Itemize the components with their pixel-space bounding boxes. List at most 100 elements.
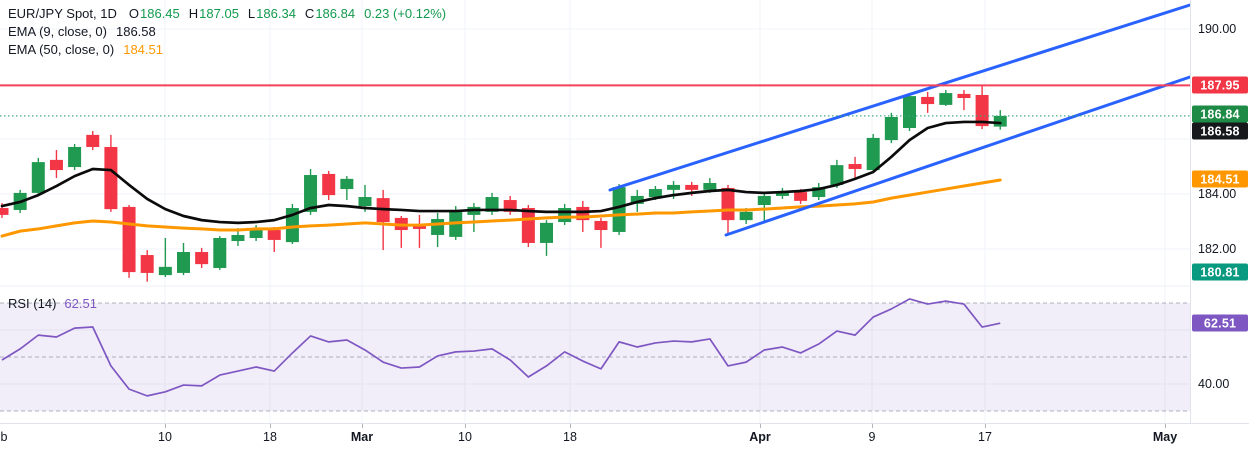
candle-body xyxy=(177,252,190,273)
candle-body xyxy=(49,159,63,171)
candle-body xyxy=(703,183,717,190)
candle-body xyxy=(903,96,916,128)
candle-body xyxy=(68,146,82,168)
time-axis-tick xyxy=(760,424,761,428)
candle-body xyxy=(340,178,354,190)
time-axis-label-9: 9 xyxy=(868,430,876,444)
time-axis-tick xyxy=(872,424,873,428)
time-axis-tick xyxy=(362,424,363,428)
candle-body xyxy=(322,173,336,196)
ema50-line xyxy=(0,178,1002,238)
price-axis-label: 190.00 xyxy=(1198,22,1237,36)
candle-body xyxy=(630,195,644,204)
ohlc-close: C186.84 xyxy=(304,6,356,21)
rsi-legend-row[interactable]: RSI (14) 62.51 xyxy=(8,296,97,311)
time-axis-label-b: b xyxy=(0,430,8,444)
symbol-title: EUR/JPY Spot, 1D xyxy=(8,6,117,21)
time-axis-tick xyxy=(985,424,986,428)
candle-body xyxy=(957,93,971,99)
candle-body xyxy=(775,192,789,196)
candle-body xyxy=(0,208,9,215)
price-axis-label: 182.00 xyxy=(1198,242,1237,256)
channel-upper-line xyxy=(608,3,1192,192)
candle-body xyxy=(685,184,699,190)
candle-body xyxy=(195,252,209,265)
legend: EUR/JPY Spot, 1D O186.45 H187.05 L186.34… xyxy=(8,5,446,59)
candle-body xyxy=(993,115,1007,127)
time-axis-tick xyxy=(270,424,271,428)
candle-body xyxy=(31,162,45,193)
time-axis-label-10: 10 xyxy=(158,430,172,444)
price-badge-186.84: 186.84 xyxy=(1192,105,1248,123)
candle-body xyxy=(921,96,935,105)
candle-body xyxy=(122,206,136,273)
rsi-label: RSI (14) xyxy=(8,296,57,311)
ohlc-open: O186.45 xyxy=(128,6,180,21)
price-badge-187.95: 187.95 xyxy=(1192,76,1248,94)
candle-body xyxy=(830,165,844,185)
candle-body xyxy=(648,189,662,198)
candle-body xyxy=(794,192,808,201)
time-axis-label-Apr: Apr xyxy=(749,430,771,444)
price-badge-180.81: 180.81 xyxy=(1192,263,1248,281)
time-axis-tick xyxy=(165,424,166,428)
candle-body xyxy=(485,197,499,212)
candle-body xyxy=(140,255,154,273)
candle-body xyxy=(812,187,826,198)
candle-body xyxy=(86,134,100,147)
candle-body xyxy=(267,230,281,240)
candle-body xyxy=(213,238,227,268)
time-axis-tick xyxy=(465,424,466,428)
ema9-value: 186.58 xyxy=(115,24,156,39)
candle-body xyxy=(231,234,245,242)
price-badge-184.51: 184.51 xyxy=(1192,170,1248,188)
candle-body xyxy=(158,266,172,276)
time-axis-label-May: May xyxy=(1152,430,1178,444)
candle-body xyxy=(558,208,572,223)
price-badge-186.58: 186.58 xyxy=(1192,122,1248,140)
rsi-value-badge: 62.51 xyxy=(1192,314,1248,332)
price-axis[interactable]: 190.00 184.00 182.00 40.00 187.95 186.84 186.5… xyxy=(1190,0,1249,423)
time-axis-tick xyxy=(570,424,571,428)
candle-body xyxy=(975,95,989,127)
ema9-row[interactable]: EMA (9, close, 0) 186.58 xyxy=(8,23,446,41)
candle-body xyxy=(757,195,771,205)
candle-body xyxy=(848,164,862,169)
time-axis-label-18: 18 xyxy=(263,430,277,444)
candle-body xyxy=(521,208,535,243)
candle-body xyxy=(431,219,445,235)
rsi-line xyxy=(1,298,1001,397)
candle-body xyxy=(594,220,608,231)
symbol-row[interactable]: EUR/JPY Spot, 1D O186.45 H187.05 L186.34… xyxy=(8,5,446,23)
candle-body xyxy=(721,187,735,221)
candle-body xyxy=(503,200,517,212)
candle-body xyxy=(412,225,426,229)
candle-body xyxy=(667,184,681,190)
ema50-row[interactable]: EMA (50, close, 0) 184.51 xyxy=(8,41,446,59)
time-axis-label-10: 10 xyxy=(458,430,472,444)
ohlc-low: L186.34 xyxy=(247,6,296,21)
ema50-value: 184.51 xyxy=(123,42,163,57)
ohlc-high: H187.05 xyxy=(188,6,239,21)
candle-body xyxy=(612,187,626,232)
rsi-value: 62.51 xyxy=(64,296,97,311)
candle-body xyxy=(358,197,372,207)
candle-body xyxy=(884,117,898,141)
rsi-axis-label: 40.00 xyxy=(1198,377,1230,391)
ema50-label: EMA (50, close, 0) xyxy=(8,42,115,57)
time-axis[interactable]: b 10 18 Mar 10 18 Apr 9 17 May xyxy=(0,423,1249,455)
candle-body xyxy=(249,228,263,238)
time-axis-label-18: 18 xyxy=(563,430,577,444)
time-axis-label-Mar: Mar xyxy=(350,430,374,444)
channel-lower-line xyxy=(724,75,1192,237)
ema9-line xyxy=(0,120,1002,225)
candle-body xyxy=(866,137,880,171)
candle-body xyxy=(304,175,318,212)
time-axis-tick xyxy=(1165,424,1166,428)
candle-body xyxy=(104,146,118,210)
price-axis-label: 184.00 xyxy=(1198,187,1237,201)
ema9-label: EMA (9, close, 0) xyxy=(8,24,107,39)
candle-body xyxy=(939,93,953,105)
